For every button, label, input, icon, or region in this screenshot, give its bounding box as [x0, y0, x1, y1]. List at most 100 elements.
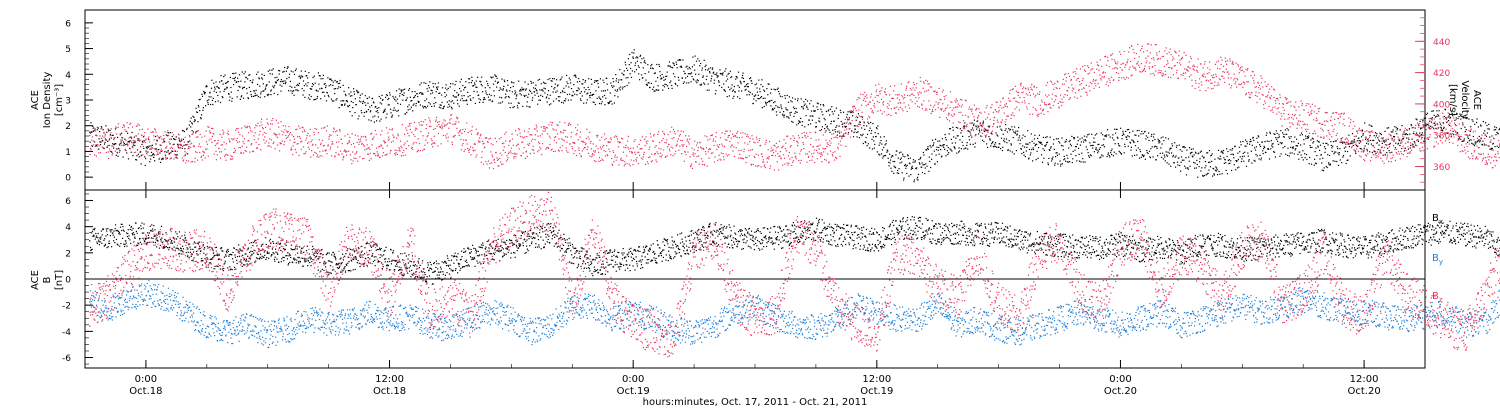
velocity-point	[91, 140, 92, 141]
velocity-point	[740, 157, 741, 158]
density-point	[942, 145, 943, 146]
density-point	[367, 98, 368, 99]
velocity-point	[294, 142, 295, 143]
velocity-point	[723, 156, 724, 157]
velocity-point	[189, 135, 190, 136]
velocity-point	[617, 141, 618, 142]
density-point	[668, 88, 669, 89]
density-point	[1329, 155, 1330, 156]
velocity-point	[368, 147, 369, 148]
density-point	[598, 96, 599, 97]
velocity-point	[311, 141, 312, 142]
density-point	[396, 90, 397, 91]
velocity-point	[713, 140, 714, 141]
velocity-point	[200, 134, 201, 135]
velocity-point	[564, 122, 565, 123]
density-point	[1042, 144, 1043, 145]
density-point	[95, 129, 96, 130]
density-point	[1059, 154, 1060, 155]
density-point	[631, 77, 632, 78]
density-point	[474, 91, 475, 92]
density-point	[1107, 154, 1108, 155]
density-point	[1300, 135, 1301, 136]
density-point	[912, 168, 913, 169]
velocity-point	[691, 148, 692, 149]
density-point	[760, 97, 761, 98]
velocity-point	[705, 151, 706, 152]
velocity-point	[161, 149, 162, 150]
density-point	[825, 130, 826, 131]
velocity-point	[848, 134, 849, 135]
density-point	[144, 156, 145, 157]
density-point	[260, 93, 261, 94]
velocity-point	[340, 151, 341, 152]
density-point	[902, 172, 903, 173]
density-point	[1151, 136, 1152, 137]
velocity-point	[510, 150, 511, 151]
velocity-point	[710, 149, 711, 150]
velocity-point	[190, 147, 191, 148]
velocity-point	[377, 153, 378, 154]
density-point	[1449, 115, 1450, 116]
velocity-point	[758, 155, 759, 156]
density-point	[570, 82, 571, 83]
velocity-point	[716, 149, 717, 150]
density-point	[1297, 154, 1298, 155]
density-point	[201, 94, 202, 95]
density-point	[751, 80, 752, 81]
density-point	[865, 142, 866, 143]
velocity-point	[709, 139, 710, 140]
velocity-point	[843, 123, 844, 124]
density-point	[1167, 152, 1168, 153]
velocity-point	[282, 140, 283, 141]
density-point	[557, 85, 558, 86]
density-point	[149, 146, 150, 147]
density-point	[123, 142, 124, 143]
density-point	[1213, 168, 1214, 169]
density-point	[316, 90, 317, 91]
velocity-point	[220, 134, 221, 135]
density-point	[817, 109, 818, 110]
density-point	[839, 126, 840, 127]
density-point	[774, 89, 775, 90]
velocity-point	[89, 135, 90, 136]
density-point	[947, 150, 948, 151]
density-point	[1498, 147, 1499, 148]
density-point	[241, 95, 242, 96]
density-point	[313, 84, 314, 85]
density-point	[896, 151, 897, 152]
velocity-point	[683, 144, 684, 145]
density-point	[1337, 148, 1338, 149]
density-point	[1056, 138, 1057, 139]
density-point	[758, 80, 759, 81]
velocity-point	[108, 151, 109, 152]
density-point	[1356, 136, 1357, 137]
density-point	[1183, 160, 1184, 161]
density-point	[805, 104, 806, 105]
density-point	[429, 81, 430, 82]
density-point	[1075, 155, 1076, 156]
velocity-point	[335, 131, 336, 132]
density-point	[590, 95, 591, 96]
density-point	[1332, 146, 1333, 147]
density-point	[670, 81, 671, 82]
density-point	[312, 86, 313, 87]
density-point	[519, 103, 520, 104]
density-point	[773, 109, 774, 110]
density-point	[648, 71, 649, 72]
density-point	[1154, 139, 1155, 140]
velocity-point	[580, 137, 581, 138]
velocity-point	[829, 161, 830, 162]
density-point	[510, 107, 511, 108]
density-point	[494, 74, 495, 75]
velocity-point	[558, 138, 559, 139]
velocity-point	[303, 127, 304, 128]
density-point	[1462, 122, 1463, 123]
density-point	[261, 74, 262, 75]
density-point	[460, 81, 461, 82]
density-point	[358, 118, 359, 119]
density-point	[263, 83, 264, 84]
density-point	[1468, 138, 1469, 139]
density-point	[146, 151, 147, 152]
density-point	[267, 95, 268, 96]
